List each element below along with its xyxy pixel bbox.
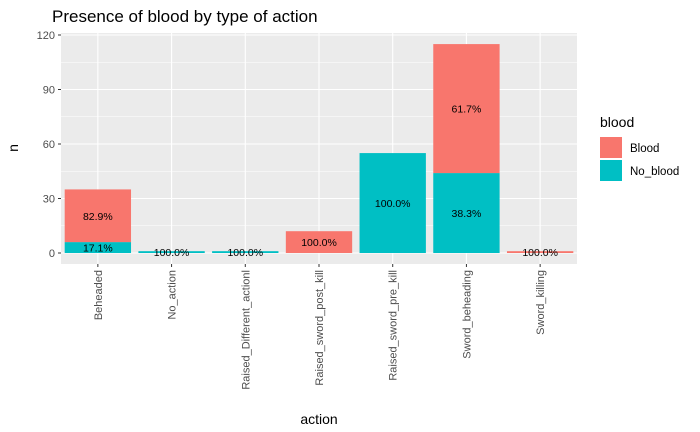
x-tick-label: Sword_killing	[535, 270, 547, 335]
x-tick-label: Raised_sword_pre_kill	[388, 270, 400, 381]
x-tick-label: Raised_Different_actionl	[240, 270, 252, 390]
bar-blood	[64, 189, 132, 243]
data-label: 38.3%	[452, 208, 482, 220]
legend-label: No_blood	[630, 166, 679, 178]
legend-swatch-blood	[600, 137, 622, 158]
x-axis-title: action	[300, 411, 337, 427]
data-label: 61.7%	[452, 104, 482, 116]
data-label: 100.0%	[301, 237, 337, 249]
data-label: 82.9%	[83, 211, 113, 223]
y-tick-label: 90	[43, 85, 55, 97]
bar-no-blood	[138, 251, 205, 253]
x-tick-label: No_action	[167, 270, 179, 320]
y-tick-label: 30	[43, 194, 55, 206]
x-tick-label: Beheaded	[93, 270, 105, 320]
bar-no-blood	[212, 251, 279, 253]
legend-label: Blood	[630, 143, 659, 155]
x-axis: Beheaded No_action Raised_Different_action…	[93, 264, 547, 390]
bar-labels: 17.1% 82.9% 100.0% 100.0% 100.0% 100.0% 38.3% 6…	[83, 104, 558, 260]
bar-blood	[285, 231, 353, 253]
x-tick-label: Raised_sword_post_kill	[314, 270, 326, 386]
data-label: 100.0%	[154, 247, 190, 259]
data-label: 100.0%	[227, 247, 263, 259]
y-axis-title: n	[5, 144, 21, 152]
data-label: 100.0%	[522, 247, 558, 259]
legend-title: blood	[600, 114, 634, 130]
bar-blood	[433, 44, 500, 174]
y-tick-label: 120	[37, 30, 55, 42]
data-label: 100.0%	[375, 198, 411, 210]
bars	[64, 44, 574, 253]
legend: blood Blood No_blood	[600, 114, 679, 181]
bar-no-blood	[64, 242, 132, 253]
y-tick-label: 0	[49, 248, 55, 260]
bar-no-blood	[359, 153, 426, 253]
legend-swatch-no-blood	[600, 160, 622, 181]
bar-blood	[506, 251, 574, 253]
bar-no-blood	[433, 173, 500, 253]
y-axis: 0 30 60 90 120	[37, 30, 61, 260]
x-tick-label: Sword_beheading	[461, 270, 473, 359]
y-tick-label: 60	[43, 139, 55, 151]
chart-title: Presence of blood by type of action	[52, 7, 318, 26]
data-label: 17.1%	[83, 243, 113, 255]
